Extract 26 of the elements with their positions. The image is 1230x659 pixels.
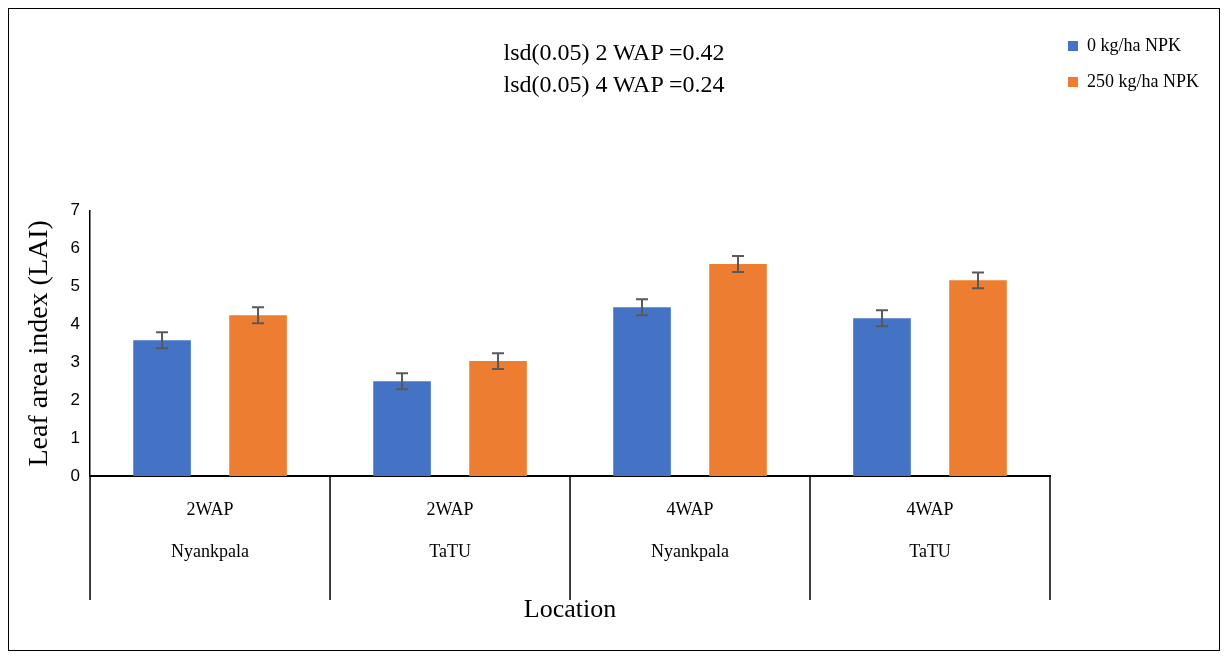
y-axis-title: Leaf area index (LAI) — [22, 220, 54, 467]
bar — [709, 264, 767, 476]
bar — [373, 381, 431, 476]
x-tick-label: 4WAP Nyankpala — [651, 499, 730, 561]
x-tick-label: 4WAP TaTU — [906, 499, 954, 561]
y-tick-label: 1 — [70, 427, 81, 447]
bar — [853, 318, 911, 476]
chart-subtitle: lsd(0.05) 4 WAP =0.24 — [503, 71, 725, 98]
bar — [229, 315, 287, 476]
y-tick-label: 4 — [70, 314, 81, 334]
bar — [949, 280, 1007, 476]
bar — [469, 361, 527, 476]
y-tick-label: 6 — [70, 238, 81, 258]
y-tick-label: 0 — [70, 465, 81, 485]
y-tick-label: 3 — [70, 351, 81, 371]
legend-label: 250 kg/ha NPK — [1087, 70, 1199, 91]
y-tick-label: 7 — [70, 200, 81, 220]
y-tick-label: 5 — [70, 276, 81, 296]
x-axis-title: Location — [523, 594, 617, 624]
y-tick-label: 2 — [70, 389, 81, 409]
bar — [613, 307, 671, 476]
x-tick-label: 2WAP TaTU — [426, 499, 474, 561]
legend-label: 0 kg/ha NPK — [1087, 34, 1181, 55]
x-tick-label: 2WAP Nyankpala — [171, 499, 250, 561]
bar — [133, 340, 191, 476]
chart-title: lsd(0.05) 2 WAP =0.42 — [503, 38, 725, 65]
